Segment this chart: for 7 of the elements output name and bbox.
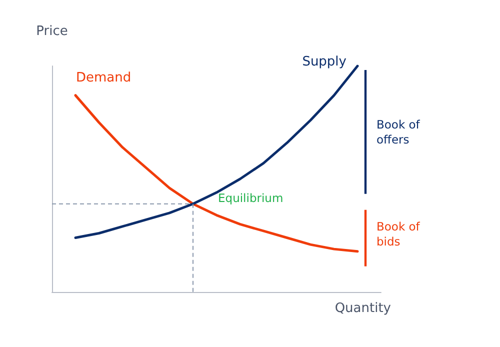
y-axis-title: Price bbox=[36, 24, 68, 39]
annotation: Book of offers bbox=[376, 117, 424, 146]
annotation: Book of bids bbox=[376, 220, 424, 249]
series-label: Demand bbox=[76, 70, 132, 86]
annotation: Equilibrium bbox=[218, 190, 284, 205]
series-label: Supply bbox=[302, 54, 347, 70]
x-axis-title: Quantity bbox=[334, 301, 392, 316]
